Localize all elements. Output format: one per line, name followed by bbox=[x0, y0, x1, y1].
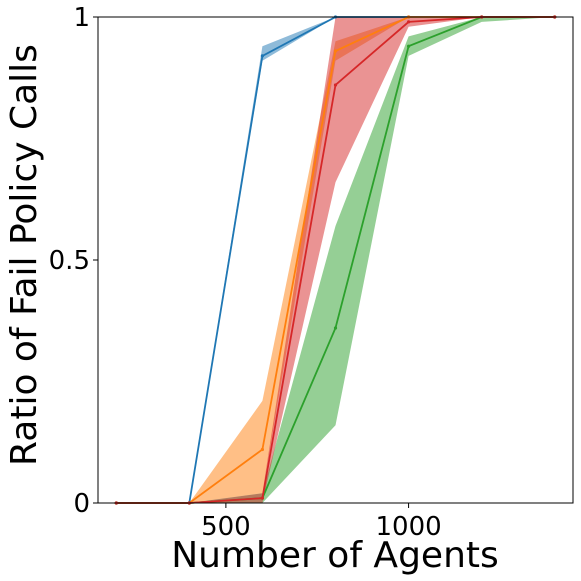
series-0-point bbox=[260, 54, 264, 58]
series-3-point bbox=[407, 20, 411, 24]
series-3-band bbox=[116, 17, 555, 503]
x-tick-label: 500 bbox=[201, 512, 251, 542]
series-2-point bbox=[333, 326, 338, 330]
series-1-point bbox=[333, 49, 338, 53]
axis-ticks: 500 1000 0 0.5 1 bbox=[49, 3, 442, 542]
series-2-band bbox=[116, 17, 555, 503]
x-tick-label: 1000 bbox=[375, 512, 441, 542]
y-tick-label: 0 bbox=[73, 489, 90, 519]
series-3-point bbox=[260, 496, 264, 500]
series-3-point bbox=[333, 83, 338, 87]
y-tick-label: 0.5 bbox=[49, 246, 90, 276]
y-tick-label: 1 bbox=[73, 3, 90, 33]
confidence-bands bbox=[116, 17, 555, 503]
x-axis-label: Number of Agents bbox=[171, 535, 499, 576]
series-2-point bbox=[407, 44, 411, 48]
series-1-point bbox=[260, 447, 264, 452]
y-axis-label: Ratio of Fail Policy Calls bbox=[4, 44, 45, 466]
